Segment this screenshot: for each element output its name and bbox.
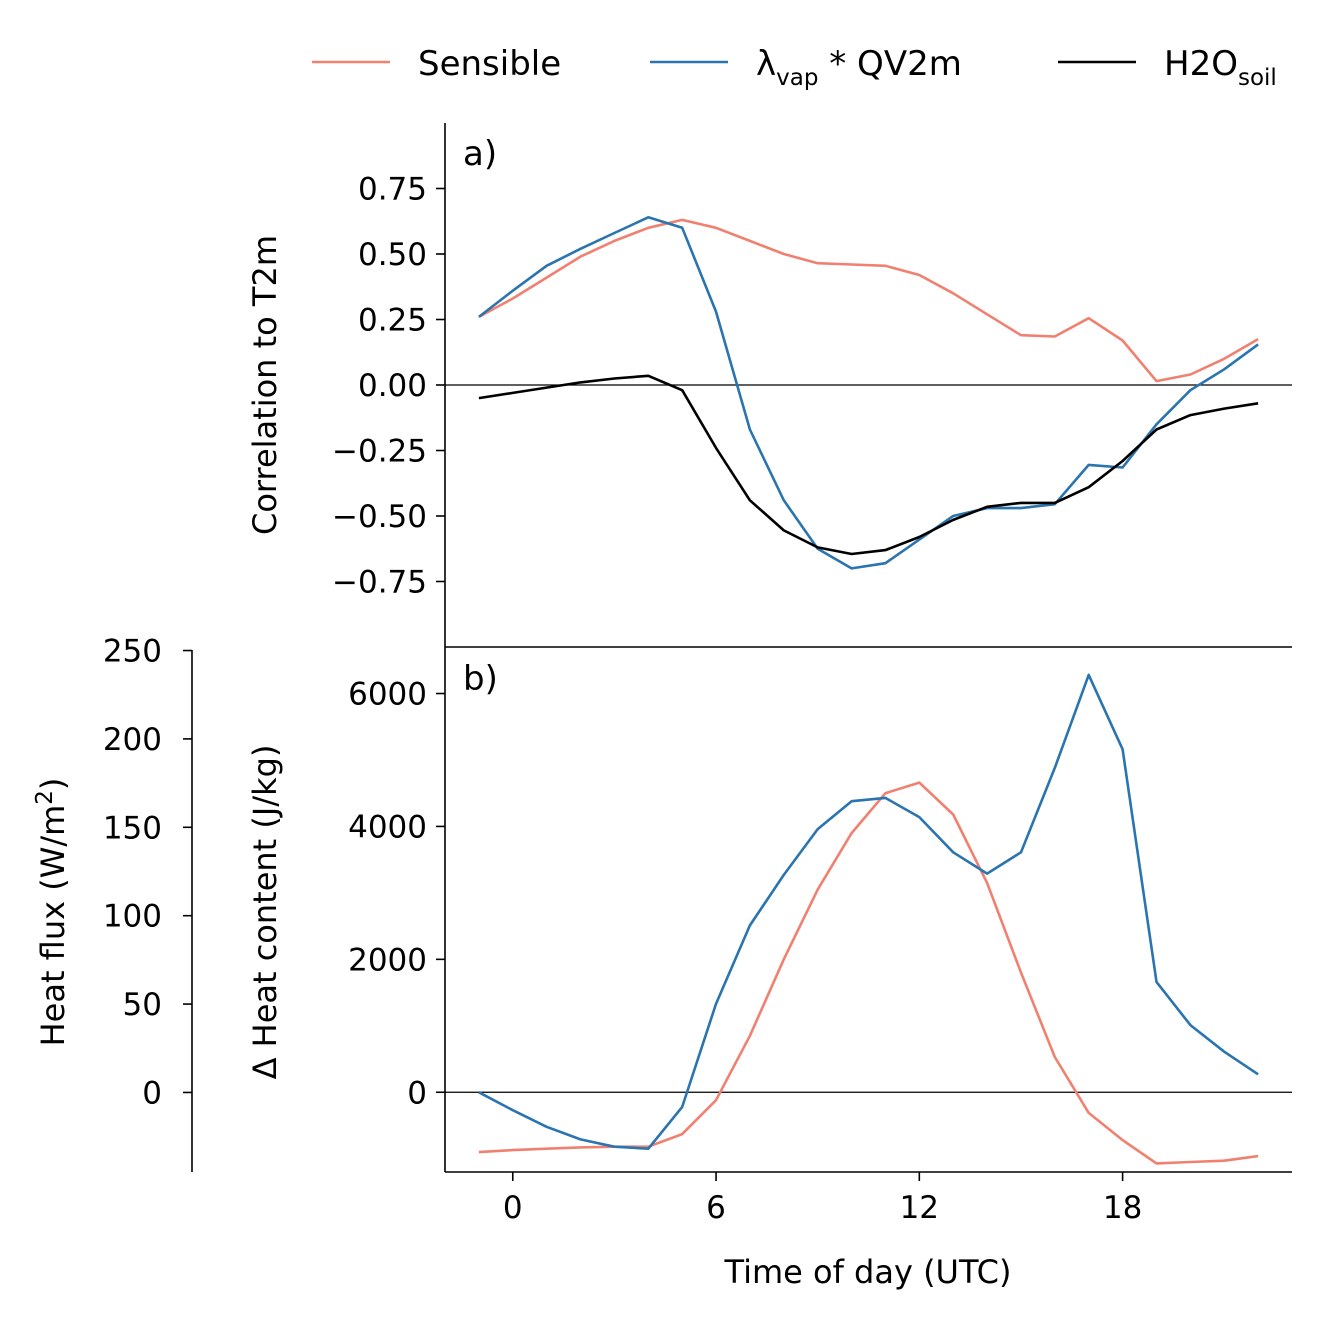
secondary-y-tick-label: 0 [142,1075,162,1111]
panel-b-secondary-y-axis-label: Heat flux (W/m2) [32,778,72,1047]
panel-a: 0.75 0.50 0.25 0.00 −0.25 −0.50 −0.75 a) Corre… [246,123,1292,648]
legend-label-soil: H2Osoil [1164,44,1277,91]
panel-b-y-tick-label: 2000 [348,942,427,978]
legend-latent-base: λ [756,44,776,84]
legend-item-sensible: Sensible [312,44,561,84]
panel-a-y-tick-label: 0.50 [358,237,427,273]
panel-a-series-vap-qv2m [478,216,1259,570]
x-tick-label: 0 [503,1190,523,1226]
panel-b-y-axis-label: Δ Heat content (J/kg) [246,745,284,1080]
panel-b-secondary-y-ticks: 250 200 150 100 50 0 [103,634,192,1111]
secondary-y-tick-label: 50 [123,987,162,1023]
legend-latent-suffix: * QV2m [818,44,961,84]
secondary-y-tick-label: 200 [103,722,162,758]
x-tick-label: 12 [900,1190,939,1226]
panel-a-y-tick-label: −0.50 [332,499,427,535]
panel-a-series [478,216,1259,570]
legend-label-latent: λvap * QV2m [756,44,962,91]
panel-b-y-tick-label: 6000 [348,677,427,713]
panel-a-label: a) [463,134,497,174]
legend-item-soil: H2Osoil [1058,44,1277,91]
panel-b-x-axis-label: Time of day (UTC) [724,1253,1012,1291]
legend-soil-sub: soil [1238,65,1277,91]
secondary-y-label-base: Heat flux (W/m [34,805,72,1047]
x-tick-label: 18 [1103,1190,1142,1226]
panel-a-y-tick-label: 0.25 [358,303,427,339]
legend-soil-base: H2O [1164,44,1238,84]
panel-b-y-tick-label: 4000 [348,809,427,845]
x-tick-label: 6 [706,1190,726,1226]
secondary-y-tick-label: 100 [103,899,162,935]
panel-b-series [478,673,1259,1165]
legend-item-latent: λvap * QV2m [650,44,962,91]
panel-a-y-axis-label: Correlation to T2m [246,235,284,535]
panel-a-y-tick-label: 0.75 [358,172,427,208]
panel-b-label: b) [463,659,498,699]
secondary-y-label-suffix: ) [34,778,72,790]
secondary-y-label-sup: 2 [32,790,58,805]
legend-latent-sub: vap [776,65,818,91]
panel-b-series-vap-qv2m [478,673,1259,1150]
panel-b-y-ticks: 6000 4000 2000 0 [348,677,445,1111]
panel-a-y-tick-label: −0.75 [332,565,427,601]
panel-a-y-tick-label: −0.25 [332,434,427,470]
legend-label-sensible: Sensible [418,44,561,84]
legend: Sensible λvap * QV2m H2Osoil [312,44,1277,91]
panel-b-y-tick-label: 0 [407,1075,427,1111]
panel-b-series-sensible [478,781,1259,1165]
secondary-y-tick-label: 250 [103,634,162,670]
panel-a-y-ticks: 0.75 0.50 0.25 0.00 −0.25 −0.50 −0.75 [332,172,445,601]
secondary-y-tick-label: 150 [103,810,162,846]
panel-b-x-ticks: 0 6 12 18 [503,1172,1142,1226]
panel-a-series-sensible [478,218,1259,383]
panel-a-series-h2osoil [478,374,1259,556]
panel-a-y-tick-label: 0.00 [358,368,427,404]
